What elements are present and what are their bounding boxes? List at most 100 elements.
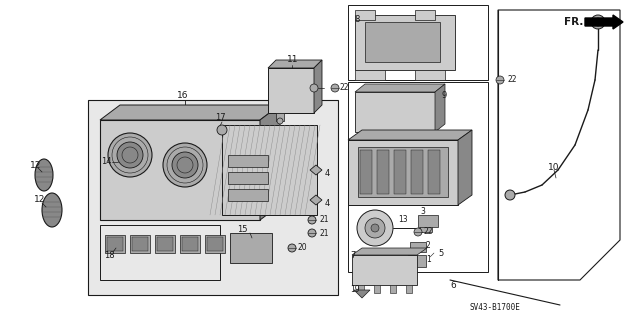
Text: 9: 9: [442, 91, 447, 100]
Bar: [394, 150, 406, 194]
Bar: [157, 237, 173, 251]
Bar: [428, 150, 440, 194]
Circle shape: [408, 258, 414, 264]
Bar: [380, 132, 386, 140]
Bar: [390, 285, 396, 293]
Bar: [155, 235, 175, 253]
Text: 13: 13: [398, 216, 408, 225]
Bar: [228, 172, 268, 184]
Bar: [276, 113, 284, 121]
Bar: [228, 155, 268, 167]
Bar: [268, 68, 314, 113]
Bar: [348, 82, 488, 272]
Circle shape: [496, 76, 504, 84]
Polygon shape: [260, 105, 280, 220]
Bar: [205, 235, 225, 253]
Circle shape: [505, 190, 515, 200]
Text: 12: 12: [30, 160, 42, 169]
Polygon shape: [348, 130, 472, 140]
Text: 14: 14: [101, 158, 111, 167]
Text: 11: 11: [287, 56, 298, 64]
Circle shape: [163, 143, 207, 187]
Bar: [358, 285, 364, 293]
Text: 6: 6: [450, 280, 456, 290]
Text: 19: 19: [350, 286, 360, 294]
Bar: [410, 242, 426, 252]
Polygon shape: [310, 195, 322, 205]
Polygon shape: [100, 105, 280, 120]
Bar: [406, 285, 412, 293]
Polygon shape: [435, 84, 445, 132]
Bar: [222, 125, 317, 215]
Text: 2: 2: [426, 241, 431, 250]
Polygon shape: [268, 60, 322, 68]
Text: 22: 22: [340, 84, 349, 93]
Bar: [130, 235, 150, 253]
Text: 21: 21: [320, 228, 330, 238]
Bar: [395, 132, 401, 140]
Text: 7: 7: [350, 250, 355, 259]
Bar: [230, 233, 272, 263]
Circle shape: [288, 244, 296, 252]
Circle shape: [310, 84, 318, 92]
Circle shape: [365, 218, 385, 238]
Text: 4: 4: [325, 198, 330, 207]
Polygon shape: [314, 60, 322, 113]
Bar: [107, 237, 123, 251]
Text: 5: 5: [438, 249, 444, 257]
Text: 12: 12: [34, 196, 45, 204]
Bar: [355, 15, 455, 70]
Bar: [355, 92, 435, 132]
Circle shape: [331, 84, 339, 92]
Circle shape: [108, 133, 152, 177]
Circle shape: [591, 15, 605, 29]
Polygon shape: [458, 130, 472, 205]
Text: 4: 4: [325, 168, 330, 177]
Bar: [105, 235, 125, 253]
Bar: [352, 255, 417, 285]
Circle shape: [594, 18, 602, 26]
Text: 22: 22: [507, 76, 516, 85]
Text: 20: 20: [298, 243, 308, 253]
Bar: [207, 237, 223, 251]
Circle shape: [172, 152, 198, 178]
Bar: [360, 150, 372, 194]
Text: 21: 21: [320, 216, 330, 225]
Polygon shape: [354, 290, 370, 298]
Bar: [408, 255, 426, 267]
Ellipse shape: [42, 193, 62, 227]
Polygon shape: [352, 248, 427, 255]
Bar: [355, 70, 385, 80]
Circle shape: [308, 229, 316, 237]
Circle shape: [371, 224, 379, 232]
Bar: [410, 132, 416, 140]
Bar: [132, 237, 148, 251]
Bar: [100, 120, 260, 220]
Circle shape: [414, 228, 422, 236]
Text: 8: 8: [354, 16, 360, 25]
Bar: [415, 10, 435, 20]
Text: 18: 18: [104, 250, 115, 259]
Bar: [411, 150, 423, 194]
Text: SV43-B1700E: SV43-B1700E: [470, 303, 521, 313]
Bar: [415, 70, 445, 80]
Bar: [182, 237, 198, 251]
FancyArrow shape: [585, 15, 623, 29]
Text: 22: 22: [424, 227, 433, 236]
Text: 16: 16: [177, 91, 189, 100]
Text: FR.: FR.: [564, 17, 583, 27]
Circle shape: [277, 118, 283, 124]
Circle shape: [217, 125, 227, 135]
Bar: [365, 132, 371, 140]
Ellipse shape: [35, 159, 53, 191]
Bar: [358, 147, 448, 197]
Text: 15: 15: [237, 226, 248, 234]
Text: 3: 3: [420, 206, 425, 216]
Bar: [420, 224, 432, 232]
Bar: [100, 225, 220, 280]
Text: 10: 10: [548, 164, 559, 173]
Circle shape: [357, 210, 393, 246]
Bar: [355, 10, 375, 20]
Polygon shape: [355, 84, 445, 92]
Bar: [88, 100, 338, 295]
